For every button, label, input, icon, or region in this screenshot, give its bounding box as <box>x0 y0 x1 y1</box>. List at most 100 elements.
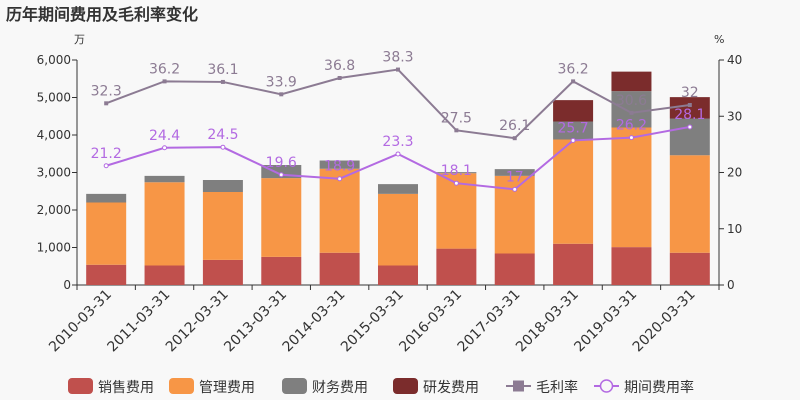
line-point <box>571 79 576 84</box>
bar-segment <box>553 139 594 244</box>
line-point <box>628 135 634 141</box>
data-label: 26.2 <box>616 118 647 134</box>
legend-swatch <box>282 378 307 394</box>
data-label: 24.4 <box>149 128 180 144</box>
bar-segment <box>436 248 477 285</box>
data-label: 18.1 <box>441 163 472 179</box>
bar-segment <box>494 253 535 285</box>
bar-segment <box>144 265 185 285</box>
data-label: 24.5 <box>207 127 238 143</box>
legend[interactable]: 销售费用 管理费用 财务费用 研发费用 毛利率 期间费用率 <box>68 378 694 396</box>
bar-segment <box>144 182 185 266</box>
left-tick-label: 3,000 <box>37 166 71 180</box>
legend-item[interactable]: 销售费用 <box>68 378 154 396</box>
bar-segment <box>669 252 710 285</box>
bar-segment <box>553 121 594 140</box>
legend-swatch <box>68 378 93 394</box>
data-label: 23.3 <box>382 134 413 150</box>
left-tick-label: 0 <box>63 278 71 292</box>
right-tick-label: 10 <box>727 222 742 236</box>
bar-segment <box>319 252 360 285</box>
line-point <box>512 136 517 141</box>
left-tick-label: 2,000 <box>37 203 71 217</box>
data-label: 25.7 <box>558 120 589 136</box>
line-point <box>162 79 167 84</box>
right-tick-label: 40 <box>727 53 742 67</box>
data-label: 32.3 <box>91 83 122 99</box>
data-label: 18.9 <box>324 159 355 175</box>
legend-label: 销售费用 <box>98 380 154 396</box>
legend-item[interactable]: 管理费用 <box>169 378 255 396</box>
line-point <box>220 79 225 84</box>
data-label: 33.9 <box>266 74 297 90</box>
line-point <box>453 180 459 186</box>
data-label: 38.3 <box>382 50 413 66</box>
line-point <box>396 67 400 72</box>
data-label: 32 <box>681 85 699 101</box>
left-tick-label: 1,000 <box>37 241 71 255</box>
left-tick-label: 4,000 <box>37 128 71 142</box>
bar-segment <box>378 265 418 285</box>
right-tick-label: 20 <box>727 166 742 180</box>
legend-item[interactable]: 财务费用 <box>282 378 368 396</box>
line-point <box>629 110 634 115</box>
bar-segment <box>261 256 302 285</box>
series-line <box>105 68 690 140</box>
bars <box>86 71 710 285</box>
bar-segment <box>319 168 360 253</box>
legend-item[interactable]: 期间费用率 <box>594 379 694 396</box>
legend-item[interactable]: 毛利率 <box>506 379 578 396</box>
line-point <box>103 163 109 169</box>
line-point <box>687 124 693 130</box>
bar-segment <box>202 180 243 192</box>
line-point <box>570 137 576 143</box>
right-tick-label: 30 <box>727 109 742 123</box>
legend-item[interactable]: 研发费用 <box>393 378 479 396</box>
bar-segment <box>436 173 477 249</box>
bar-segment <box>611 71 652 92</box>
bar-segment <box>553 243 594 285</box>
data-label: 19.6 <box>266 155 297 171</box>
bar-segment <box>436 172 477 174</box>
data-label: 28.1 <box>674 107 705 123</box>
legend-swatch <box>169 378 194 394</box>
left-axis-unit: 万 <box>74 33 85 46</box>
data-label: 36.2 <box>149 61 180 77</box>
bar-segment <box>669 155 710 253</box>
line-point <box>220 144 226 150</box>
bar-segment <box>494 169 535 176</box>
data-label: 36.2 <box>558 61 589 77</box>
chart-title: 历年期间费用及毛利率变化 <box>6 5 198 24</box>
data-label: 17 <box>506 169 524 185</box>
bar-segment <box>611 247 652 285</box>
left-tick-label: 5,000 <box>37 91 71 105</box>
legend-label: 研发费用 <box>423 380 479 396</box>
data-label: 21.2 <box>91 146 122 162</box>
bar-segment <box>378 184 418 194</box>
line-point <box>395 151 401 157</box>
bar-segment <box>202 192 243 260</box>
data-label: 26.1 <box>499 118 530 134</box>
line-point <box>162 145 168 151</box>
legend-label: 管理费用 <box>199 380 255 396</box>
x-tick-label: 2020-03-31 <box>630 287 699 356</box>
data-label: 27.5 <box>441 110 472 126</box>
data-label: 36.8 <box>324 58 355 74</box>
bar-segment <box>669 97 710 119</box>
line-point <box>278 172 284 178</box>
right-tick-label: 0 <box>727 278 735 292</box>
line-point <box>279 92 284 97</box>
bar-segment <box>669 118 710 156</box>
lines: 32.3 36.2 36.1 33.9 36.8 38.3 27.5 26.1 36.2 30.6… <box>91 50 705 192</box>
legend-marker <box>599 379 614 393</box>
bar-segment <box>553 100 594 122</box>
line-point <box>512 186 518 192</box>
legend-label: 期间费用率 <box>624 379 694 396</box>
line-point <box>104 101 109 106</box>
bar-segment <box>86 264 127 285</box>
bar-segment <box>202 259 243 285</box>
left-tick-label: 6,000 <box>37 53 71 67</box>
bar-segment <box>319 160 360 169</box>
legend-label: 毛利率 <box>536 379 578 396</box>
